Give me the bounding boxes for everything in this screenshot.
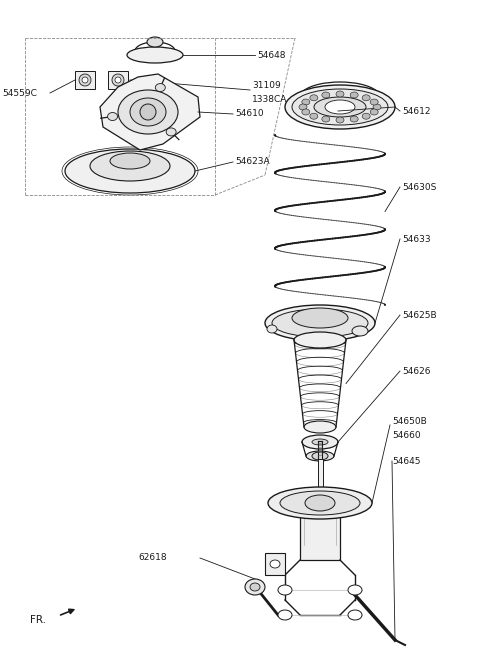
Ellipse shape xyxy=(312,439,328,445)
Ellipse shape xyxy=(285,85,395,129)
Ellipse shape xyxy=(250,583,260,591)
Ellipse shape xyxy=(352,326,368,336)
Ellipse shape xyxy=(156,84,165,92)
Ellipse shape xyxy=(147,37,163,47)
Ellipse shape xyxy=(350,92,358,98)
Ellipse shape xyxy=(348,585,362,595)
Ellipse shape xyxy=(268,487,372,519)
Ellipse shape xyxy=(140,104,156,120)
Ellipse shape xyxy=(118,90,178,134)
Ellipse shape xyxy=(336,91,344,97)
Text: 54633: 54633 xyxy=(402,234,431,244)
Ellipse shape xyxy=(90,151,170,181)
Text: 1338CA: 1338CA xyxy=(252,94,288,103)
Text: 54650B: 54650B xyxy=(392,417,427,426)
Ellipse shape xyxy=(280,491,360,515)
Ellipse shape xyxy=(302,109,310,115)
Ellipse shape xyxy=(112,74,124,86)
Ellipse shape xyxy=(362,95,370,101)
Text: 54559C: 54559C xyxy=(2,88,37,98)
Ellipse shape xyxy=(127,47,183,63)
Bar xyxy=(265,553,285,575)
Ellipse shape xyxy=(294,332,346,348)
Text: 54645: 54645 xyxy=(392,457,420,466)
Text: 54623A: 54623A xyxy=(235,157,270,166)
Polygon shape xyxy=(100,74,200,150)
Ellipse shape xyxy=(79,74,91,86)
Ellipse shape xyxy=(310,95,318,101)
Ellipse shape xyxy=(350,116,358,122)
Ellipse shape xyxy=(245,579,265,595)
Ellipse shape xyxy=(299,104,307,110)
Ellipse shape xyxy=(278,610,292,620)
Ellipse shape xyxy=(292,308,348,328)
Ellipse shape xyxy=(325,100,355,114)
Ellipse shape xyxy=(270,560,280,568)
Text: 54610: 54610 xyxy=(235,109,264,119)
Text: 54626: 54626 xyxy=(402,367,431,375)
Ellipse shape xyxy=(370,99,378,105)
Ellipse shape xyxy=(336,117,344,123)
Text: FR.: FR. xyxy=(30,615,46,625)
Ellipse shape xyxy=(265,305,375,341)
Text: 62618: 62618 xyxy=(138,553,167,563)
Ellipse shape xyxy=(108,113,118,121)
Ellipse shape xyxy=(322,116,330,122)
Ellipse shape xyxy=(302,99,310,105)
Ellipse shape xyxy=(272,309,368,337)
Ellipse shape xyxy=(362,113,370,119)
Ellipse shape xyxy=(312,452,328,460)
Text: 54630S: 54630S xyxy=(402,183,436,191)
Text: 31109: 31109 xyxy=(252,81,281,90)
FancyBboxPatch shape xyxy=(317,459,323,500)
Ellipse shape xyxy=(305,495,335,511)
Ellipse shape xyxy=(130,98,166,126)
Ellipse shape xyxy=(304,421,336,433)
Text: 54660: 54660 xyxy=(392,432,420,441)
Ellipse shape xyxy=(302,435,338,449)
Ellipse shape xyxy=(82,77,88,83)
Ellipse shape xyxy=(292,89,388,125)
Ellipse shape xyxy=(115,77,121,83)
FancyBboxPatch shape xyxy=(108,71,128,89)
Ellipse shape xyxy=(278,585,292,595)
Ellipse shape xyxy=(166,128,176,136)
Text: 54612: 54612 xyxy=(402,107,431,115)
Text: 54648: 54648 xyxy=(257,50,286,60)
Ellipse shape xyxy=(314,97,366,117)
Ellipse shape xyxy=(322,92,330,98)
Ellipse shape xyxy=(348,610,362,620)
Ellipse shape xyxy=(110,153,150,169)
Ellipse shape xyxy=(65,149,195,193)
Bar xyxy=(300,511,340,560)
Ellipse shape xyxy=(306,451,334,461)
Ellipse shape xyxy=(373,104,381,110)
FancyBboxPatch shape xyxy=(75,71,95,89)
Text: 54625B: 54625B xyxy=(402,310,437,320)
Ellipse shape xyxy=(370,109,378,115)
Ellipse shape xyxy=(310,113,318,119)
Ellipse shape xyxy=(267,325,277,333)
